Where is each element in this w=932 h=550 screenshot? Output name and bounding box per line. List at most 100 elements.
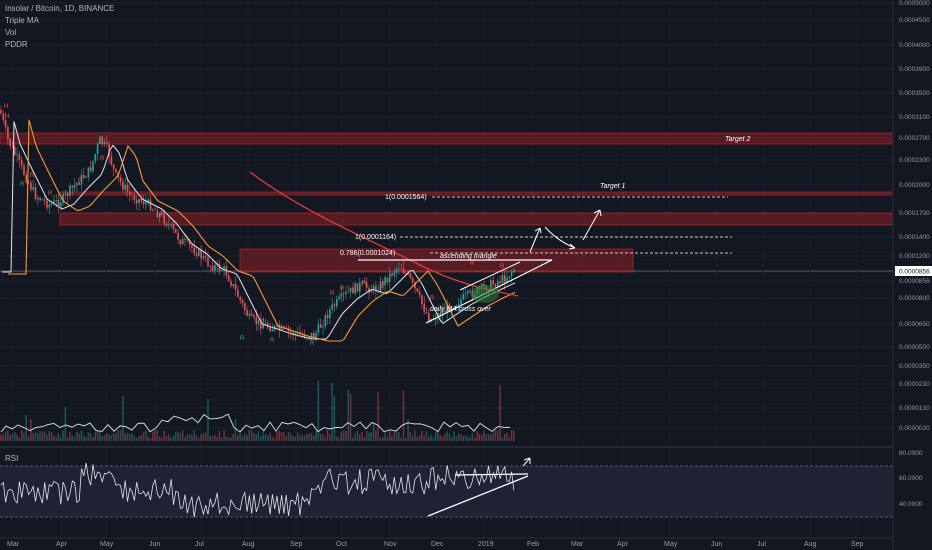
volume-bar [16,434,18,441]
candle-body [363,281,366,283]
volume-bar [354,433,356,441]
time-tick-label: Sep [290,541,303,548]
time-tick-label: Jul [195,541,204,548]
candle-body [506,277,508,283]
price-tick-label: 0.0001200 [899,253,930,260]
volume-bar [262,430,264,441]
indicator-triple-ma[interactable]: Triple MA [5,16,39,25]
signal-marker: H [4,104,8,110]
volume-bar [161,437,163,441]
time-axis[interactable]: Mar Apr May Jun Jul Aug Sep Oct Nov Dec 2019 Feb Mar… [0,537,893,548]
volume-bar [89,433,92,441]
volume-bar [483,430,485,441]
candle-body [32,187,34,190]
volume-bar [411,435,414,441]
volume-bar [448,433,451,441]
candle-body [221,270,223,271]
volume-bar [232,433,234,441]
candle-body [398,268,400,270]
volume-bar [225,436,228,441]
volume-bar [478,433,481,441]
volume-bar [112,433,115,441]
volume-bar [474,437,476,441]
candle-body [135,200,138,204]
time-tick-label: Mar [7,541,20,548]
volume-bar [324,437,326,441]
candle-body [499,281,501,283]
volume-bar [200,434,202,441]
rsi-label[interactable]: RSI [5,454,19,463]
candle-body [119,177,122,182]
volume-bar [106,433,108,441]
volume-bar [83,435,85,441]
signal-marker: R [30,173,35,179]
price-tick-label: 0.0002000 [899,182,930,189]
ma-orange-line [8,119,516,342]
candle-body [407,273,409,275]
candle-body [469,290,471,292]
volume-bar [110,435,113,441]
volume-bar [437,432,439,441]
ascending-triangle-label: ascending triangle [440,253,497,260]
resistance-zone [59,191,894,196]
volume-bar [41,431,44,441]
fib-1164-label: 1(0.0001164) [355,234,396,241]
candle-body [152,209,154,211]
candle-body [27,182,30,184]
indicator-pddr[interactable]: PDDR [5,40,28,49]
rsi-pane [0,462,893,518]
volume-bar [202,433,205,441]
candle-body [188,240,191,245]
candle-body [414,282,416,289]
candle-body [336,299,338,307]
volume-bar [276,431,278,441]
candle-body [359,282,361,292]
volume-bar [122,395,124,441]
volume-bar [469,437,471,441]
volume-bar [207,398,209,441]
candle-body [271,329,274,332]
candle-body [156,210,159,217]
volume-bar [446,431,448,441]
volume-bar [14,432,16,441]
candle-body [147,199,149,203]
volume-bar [227,437,230,441]
candle-body [62,193,64,203]
volume-bar [368,432,370,441]
candle-body [138,198,140,204]
volume-bar [434,431,437,441]
volume-bar [331,382,333,441]
candle-body [388,273,391,283]
volume-bar [407,419,409,441]
candle-body [78,182,80,185]
time-tick-label: Apr [56,541,68,548]
candle-body [184,239,186,240]
indicator-vol[interactable]: Vol [5,28,17,37]
candle-body [191,244,193,248]
volume-bar [223,430,225,441]
volume-bar [248,430,251,441]
volume-bar [340,431,343,441]
volume-bar [69,432,71,441]
volume-bar [239,430,241,441]
candle-body [57,200,60,207]
volume-bar [163,430,165,441]
volume-bar [253,432,255,441]
price-tick-label: 0.0000500 [899,344,930,351]
candle-body [94,153,97,161]
volume-bar [177,432,179,441]
candle-body [20,159,23,166]
candle-body [71,185,74,188]
signal-marker: R [270,338,275,344]
price-axis[interactable]: 0.0005000 0.0004500 0.0004000 0.0003900 0.00… [892,0,932,550]
rsi-trendline-upper [454,473,529,476]
volume-bar [195,435,198,441]
volume-bar [188,434,191,441]
volume-bar [246,435,248,441]
rsi-trendline-lower [427,475,529,517]
volume-bar [23,432,25,441]
rsi-tick-label: 60.0000 [899,475,923,482]
candle-body [126,184,129,192]
candle-body [368,287,370,293]
